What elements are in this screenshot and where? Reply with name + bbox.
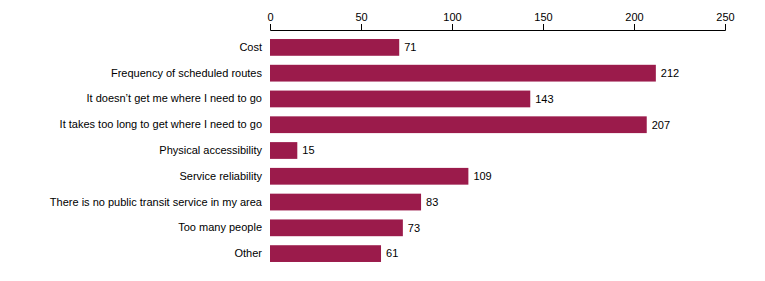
bar — [270, 168, 468, 185]
y-tick: Too many people — [178, 221, 262, 233]
x-tick: 150 — [534, 11, 552, 30]
bar — [270, 116, 647, 133]
x-tick-label: 50 — [355, 11, 367, 23]
x-tick-mark — [543, 24, 544, 30]
x-tick: 200 — [625, 11, 643, 30]
y-tick: Service reliability — [179, 170, 262, 182]
x-tick: 50 — [355, 11, 367, 30]
bar — [270, 245, 381, 262]
x-tick-label: 250 — [716, 11, 734, 23]
x-tick-mark — [452, 24, 453, 30]
y-tick: Cost — [239, 41, 262, 53]
x-tick-label: 100 — [443, 11, 461, 23]
y-axis: Other Too many people There is no public t… — [50, 41, 263, 259]
x-tick-mark — [725, 24, 726, 30]
y-tick: There is no public transit service in my… — [50, 196, 263, 208]
bar — [270, 142, 297, 159]
y-tick-label: Service reliability — [179, 170, 262, 182]
data-label: 212 — [661, 67, 679, 79]
x-tick: 100 — [443, 11, 461, 30]
y-tick: Physical accessibility — [159, 144, 262, 156]
data-labels: 61 73 83 109 15 207 143 212 71 — [302, 41, 679, 259]
chart-container: 0 50 100 150 200 250 Other Too many people There… — [0, 0, 765, 281]
x-tick-label: 0 — [267, 11, 273, 23]
bars — [270, 39, 656, 262]
bar — [270, 39, 399, 56]
y-tick-label: It doesn’t get me where I need to go — [86, 92, 262, 104]
x-tick-label: 150 — [534, 11, 552, 23]
data-label: 83 — [426, 196, 438, 208]
y-tick: Frequency of scheduled routes — [111, 67, 263, 79]
data-label: 61 — [386, 247, 398, 259]
plot-area: 0 50 100 150 200 250 Other Too many people There… — [50, 11, 735, 262]
x-tick-mark — [361, 24, 362, 30]
data-label: 143 — [535, 93, 553, 105]
y-tick: It doesn’t get me where I need to go — [86, 92, 262, 104]
data-label: 207 — [652, 119, 670, 131]
chart-svg: 0 50 100 150 200 250 Other Too many people There… — [0, 0, 765, 281]
y-tick-label: Too many people — [178, 221, 262, 233]
y-tick-label: Cost — [239, 41, 262, 53]
x-axis-line — [271, 24, 726, 31]
x-tick: 0 — [267, 11, 273, 30]
data-label: 73 — [408, 222, 420, 234]
y-tick-label: It takes too long to get where I need to… — [60, 118, 262, 130]
y-tick-label: Other — [234, 247, 262, 259]
x-tick: 250 — [716, 11, 734, 30]
y-tick-label: Physical accessibility — [159, 144, 262, 156]
bar — [270, 65, 656, 82]
bar — [270, 91, 530, 108]
x-tick-mark — [270, 24, 271, 30]
y-tick: Other — [234, 247, 262, 259]
x-axis: 0 50 100 150 200 250 — [267, 11, 734, 31]
y-tick-label: Frequency of scheduled routes — [111, 67, 263, 79]
y-tick: It takes too long to get where I need to… — [60, 118, 262, 130]
bar — [270, 219, 403, 236]
data-label: 15 — [302, 144, 314, 156]
y-tick-label: There is no public transit service in my… — [50, 196, 263, 208]
x-tick-label: 200 — [625, 11, 643, 23]
x-tick-mark — [634, 24, 635, 30]
bar — [270, 194, 421, 211]
data-label: 109 — [473, 170, 491, 182]
data-label: 71 — [404, 41, 416, 53]
